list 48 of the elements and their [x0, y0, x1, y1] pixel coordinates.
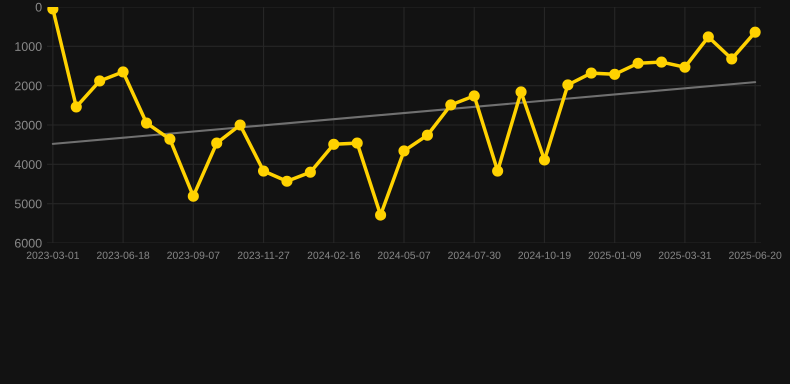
- point: [702, 31, 714, 42]
- x-tick-label: 2024-02-16: [308, 252, 360, 259]
- x-tick-label: 2024-07-30: [448, 252, 500, 259]
- point: [234, 119, 246, 131]
- point: [328, 138, 340, 150]
- y-tick-label: 1000: [15, 42, 42, 51]
- point: [375, 210, 386, 221]
- point: [352, 138, 363, 149]
- y-tick-label: 4000: [14, 160, 42, 169]
- point: [118, 66, 129, 78]
- point: [422, 130, 433, 141]
- y-tick-label: 3000: [14, 120, 42, 130]
- x-tick-label: 2023-06-18: [96, 252, 150, 259]
- point: [258, 165, 270, 177]
- y-tick-label: 6000: [14, 238, 42, 248]
- point: [211, 138, 222, 149]
- x-tick-label: 2023-03-01: [26, 252, 79, 259]
- point: [562, 79, 574, 90]
- point: [515, 86, 527, 98]
- x-tick-label: 2023-11-27: [238, 252, 290, 259]
- point: [632, 58, 644, 69]
- point: [679, 62, 690, 73]
- x-tick-label: 2025-01-09: [588, 252, 641, 259]
- point: [492, 165, 504, 177]
- point: [140, 117, 152, 129]
- x-tick-label: 2025-06-20: [729, 252, 782, 259]
- point: [70, 101, 82, 112]
- y-tick-label: 2000: [14, 81, 42, 90]
- point: [94, 75, 106, 87]
- point: [304, 166, 316, 178]
- point: [656, 56, 668, 68]
- point: [468, 90, 480, 102]
- point: [281, 176, 293, 187]
- y-tick-label: 0: [36, 2, 42, 12]
- point: [188, 190, 199, 202]
- x-tick-label: 2023-09-07: [167, 252, 220, 259]
- point: [164, 134, 176, 145]
- x-tick-label: 2024-10-19: [518, 252, 571, 259]
- x-tick-label: 2024-05-07: [378, 252, 430, 259]
- point: [726, 53, 738, 64]
- point: [445, 99, 456, 110]
- y-tick-label: 5000: [14, 199, 42, 208]
- x-tick-label: 2025-03-31: [658, 252, 712, 259]
- point: [609, 68, 620, 80]
- point: [750, 26, 761, 38]
- point: [538, 154, 550, 166]
- point: [398, 145, 410, 157]
- point: [586, 68, 597, 79]
